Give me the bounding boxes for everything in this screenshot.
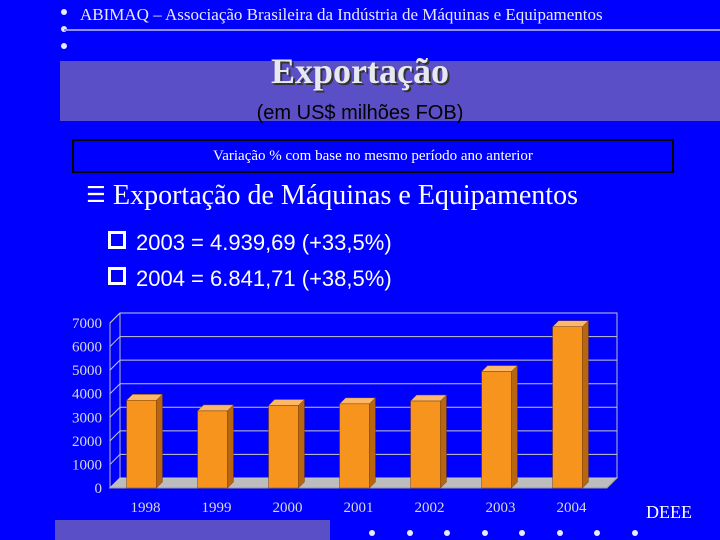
- bar: [410, 400, 441, 489]
- x-tick-label: 2001: [344, 500, 374, 516]
- header-dot-icon: [61, 9, 67, 15]
- bar: [268, 405, 299, 489]
- bar-side: [369, 397, 376, 489]
- main-bullet-text: Exportação de Máquinas e Equipamentos: [113, 180, 578, 211]
- header-divider: [64, 29, 720, 31]
- footer-dot-icon: [482, 530, 488, 536]
- footer-dot-icon: [557, 530, 563, 536]
- left-block: [0, 318, 60, 540]
- y-tick-label: 7000: [72, 316, 102, 332]
- header-text: ABIMAQ – Associação Brasileira da Indúst…: [80, 5, 603, 24]
- bar-side: [156, 393, 163, 489]
- sub-bullet-text: 2003 = 4.939,69 (+33,5%): [136, 230, 392, 255]
- bar-top: [267, 399, 306, 406]
- header-dot-icon: [61, 43, 67, 49]
- y-tick-label: 6000: [72, 340, 102, 356]
- list-bullet-icon: ☰: [86, 183, 106, 208]
- sub-bullet-2003: 2003 = 4.939,69 (+33,5%): [108, 230, 392, 256]
- sub-bullet-2004: 2004 = 6.841,71 (+38,5%): [108, 266, 392, 292]
- x-tick-label: 1999: [202, 500, 232, 516]
- bar: [197, 410, 228, 489]
- gridline: [109, 383, 617, 395]
- footer-dot-icon: [632, 530, 638, 536]
- top-header-bar: ABIMAQ – Associação Brasileira da Indúst…: [0, 0, 720, 58]
- footer-dot-icon: [594, 530, 600, 536]
- bar-side: [582, 320, 589, 489]
- bar-top: [480, 365, 519, 372]
- y-tick-label: 4000: [72, 387, 102, 403]
- y-tick-label: 3000: [72, 410, 102, 426]
- bar-side: [511, 364, 518, 489]
- footer-dot-icon: [444, 530, 450, 536]
- bar-top: [409, 394, 448, 402]
- x-tick-label: 2004: [557, 500, 588, 516]
- square-bullet-icon: [108, 267, 126, 285]
- footer-label: DEEE: [646, 502, 692, 522]
- bar: [339, 403, 370, 489]
- bar-top: [125, 394, 164, 401]
- bar-top: [551, 320, 590, 327]
- gridline: [109, 312, 617, 324]
- sub-bullet-text: 2004 = 6.841,71 (+38,5%): [136, 266, 392, 291]
- y-tick-label: 0: [95, 481, 103, 497]
- gridline: [109, 359, 617, 371]
- y-tick-label: 2000: [72, 434, 102, 450]
- gridline: [109, 336, 617, 347]
- bar-top: [338, 397, 377, 405]
- bottom-band: [55, 520, 330, 540]
- y-tick-label: 1000: [72, 457, 102, 473]
- slide-title: Exportação: [271, 51, 449, 91]
- x-tick-label: 2003: [486, 500, 516, 516]
- gridline: [109, 430, 617, 442]
- bar-top: [196, 404, 235, 412]
- bar: [552, 326, 583, 489]
- y-tick-label: 5000: [72, 363, 102, 379]
- gridline: [109, 453, 617, 465]
- bar: [126, 400, 157, 489]
- bar-side: [440, 394, 447, 489]
- bar-side: [227, 404, 234, 489]
- gridline: [109, 406, 617, 418]
- title-band: [60, 61, 720, 121]
- bar: [481, 371, 512, 489]
- footer-dot-icon: [407, 530, 413, 536]
- square-bullet-icon: [108, 231, 126, 249]
- x-tick-label: 2002: [415, 500, 445, 516]
- slide-subtitle: (em US$ milhões FOB): [256, 102, 464, 124]
- footer-dot-icon: [369, 530, 375, 536]
- footer-dot-icon: [519, 530, 525, 536]
- main-bullet: ☰ Exportação de Máquinas e Equipamentos: [86, 180, 578, 212]
- variation-note-box: Variação % com base no mesmo período ano…: [72, 139, 674, 173]
- x-tick-label: 1998: [131, 500, 161, 516]
- x-tick-label: 2000: [273, 500, 303, 516]
- bar-side: [298, 398, 305, 489]
- gridline: [109, 477, 617, 489]
